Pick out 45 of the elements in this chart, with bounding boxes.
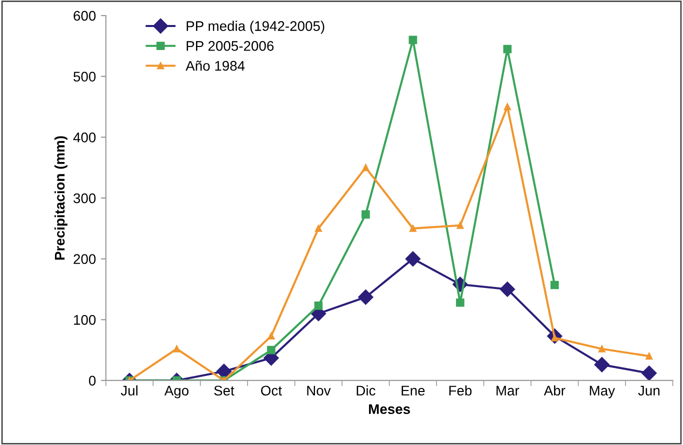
point [642,366,657,380]
x-tick-label: Oct [261,386,282,396]
legend-label: Año 1984 [186,60,245,71]
x-tick-label: Abr [544,385,566,396]
point [646,352,653,360]
y-tick-label: 200 [74,254,96,264]
y-tick-label: 400 [73,132,96,142]
point [358,290,374,305]
point [594,357,610,372]
x-tick-label: Jul [120,385,138,396]
point [362,210,370,219]
point [173,345,180,352]
point [405,251,420,266]
y-tick-label: 500 [74,72,96,82]
y-tick-label: 100 [74,314,96,325]
x-tick-label: Feb [449,385,472,396]
x-tick-label: Mar [496,386,520,396]
point [504,103,511,110]
point [456,298,464,307]
y-axis-title: Precipitacion (mm) [54,136,68,260]
point [456,222,464,229]
point [503,44,512,54]
x-tick-label: Ene [402,386,425,396]
point [598,345,606,352]
x-tick-label: Ago [164,386,188,398]
point [408,36,418,44]
y-tick-label: 300 [74,193,96,204]
legend-label: PP media (1942-2005) [186,20,324,34]
x-tick-label: Dic [356,385,376,396]
y-tick-label: 600 [74,10,96,21]
x-axis-title: Meses [369,404,410,414]
point [550,280,559,290]
point [362,164,370,172]
x-tick-label: May [590,386,615,398]
x-tick-label: Nov [307,386,331,396]
point [314,224,322,232]
point [409,224,416,232]
point [268,332,275,340]
y-tick-label: 0 [88,376,96,386]
x-tick-label: Set [214,386,234,396]
point [267,346,276,354]
x-tick-label: Jun [638,386,660,396]
point [500,282,515,297]
legend-label: PP 2005-2006 [186,41,274,51]
point [314,302,323,310]
